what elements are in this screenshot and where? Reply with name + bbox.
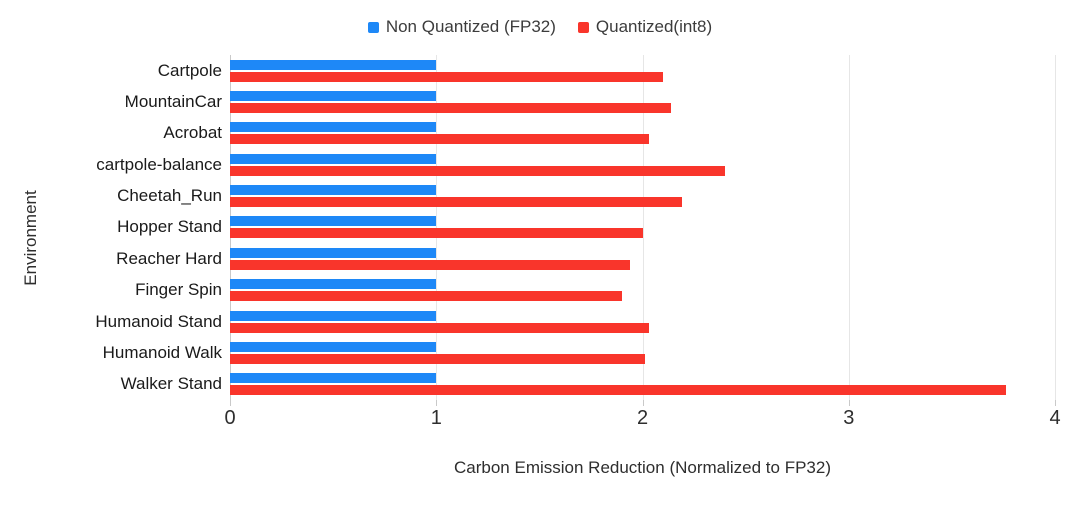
chart-row — [230, 275, 1055, 306]
chart-row — [230, 55, 1055, 86]
bar-fp32 — [230, 153, 437, 164]
gridline — [642, 55, 644, 400]
chart-row — [230, 149, 1055, 180]
legend-item-int8: Quantized(int8) — [577, 17, 713, 37]
x-tick-mark — [642, 400, 644, 406]
bar-int8 — [230, 197, 682, 208]
category-label: Humanoid Stand — [95, 311, 222, 331]
category-label: Humanoid Walk — [102, 342, 222, 362]
bar-fp32 — [230, 216, 437, 227]
chart-row — [230, 212, 1055, 243]
x-axis-title: Carbon Emission Reduction (Normalized to… — [454, 458, 831, 477]
chart-row — [230, 118, 1055, 149]
bar-int8 — [230, 385, 1006, 396]
y-axis-title: Environment — [21, 190, 40, 286]
plot-area — [230, 55, 1056, 400]
bar-int8 — [230, 165, 725, 176]
legend: Non Quantized (FP32) Quantized(int8) — [0, 17, 1080, 37]
bar-int8 — [230, 103, 672, 114]
bar-fp32 — [230, 341, 437, 352]
legend-item-fp32: Non Quantized (FP32) — [367, 17, 556, 37]
x-tick-mark — [1055, 400, 1056, 406]
chart-row — [230, 337, 1055, 368]
gridline — [848, 55, 850, 400]
chart-row — [230, 369, 1055, 400]
category-label: Cartpole — [157, 60, 222, 80]
category-label: Acrobat — [163, 123, 222, 143]
x-tick-mark — [230, 400, 231, 406]
x-tick-label: 2 — [636, 407, 649, 429]
x-tick-label: 1 — [430, 407, 442, 429]
bar-fp32 — [230, 247, 437, 258]
chart-row — [230, 86, 1055, 117]
bar-int8 — [230, 134, 649, 145]
y-axis-category-labels: Cartpole MountainCar Acrobat cartpole-balan… — [0, 55, 222, 400]
category-label: cartpole-balance — [96, 154, 222, 174]
x-tick-mark — [436, 400, 438, 406]
gridline — [436, 55, 438, 400]
bar-fp32 — [230, 279, 437, 290]
bar-fp32 — [230, 59, 437, 70]
x-tick-label: 4 — [1049, 407, 1061, 429]
bar-fp32 — [230, 122, 437, 133]
gridline — [1055, 55, 1056, 400]
category-label: Walker Stand — [120, 374, 222, 394]
chart-row — [230, 306, 1055, 337]
category-label: MountainCar — [124, 92, 222, 112]
category-label: Finger Spin — [135, 280, 222, 300]
x-tick-mark — [848, 400, 850, 406]
chart-row — [230, 180, 1055, 211]
gridline — [230, 55, 231, 400]
x-tick-label: 3 — [843, 407, 855, 429]
bar-fp32 — [230, 310, 437, 321]
legend-label-int8: Quantized(int8) — [595, 17, 713, 36]
bar-int8 — [230, 353, 645, 364]
bar-int8 — [230, 228, 643, 239]
bar-int8 — [230, 291, 622, 302]
category-label: Hopper Stand — [117, 217, 222, 237]
category-label: Reacher Hard — [116, 248, 222, 268]
bar-int8 — [230, 71, 664, 82]
legend-swatch-fp32-icon — [367, 21, 379, 33]
bar-int8 — [230, 259, 631, 270]
bar-int8 — [230, 322, 649, 333]
x-axis: 0 1 2 3 4 — [224, 400, 1061, 440]
chart-row — [230, 243, 1055, 274]
x-tick-label: 0 — [224, 407, 236, 429]
legend-swatch-int8-icon — [577, 21, 589, 33]
category-label: Cheetah_Run — [117, 186, 222, 206]
bar-fp32 — [230, 91, 437, 102]
bar-fp32 — [230, 185, 437, 196]
legend-label-fp32: Non Quantized (FP32) — [385, 17, 556, 36]
bar-fp32 — [230, 373, 437, 384]
